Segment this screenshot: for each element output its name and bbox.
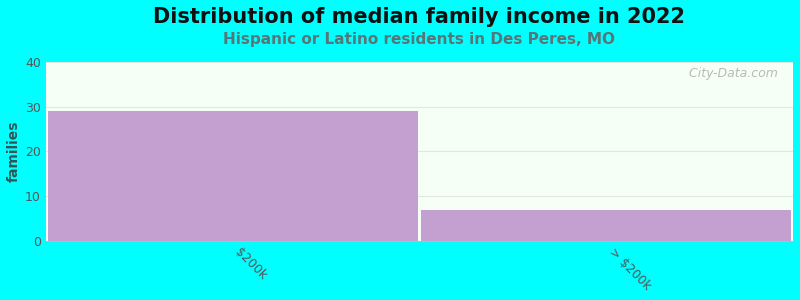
Text: Hispanic or Latino residents in Des Peres, MO: Hispanic or Latino residents in Des Pere… (223, 32, 615, 47)
Bar (48, 111, 418, 241)
Text: City-Data.com: City-Data.com (682, 67, 778, 80)
Title: Distribution of median family income in 2022: Distribution of median family income in … (154, 7, 686, 27)
Y-axis label: families: families (7, 121, 21, 182)
Bar (422, 210, 791, 241)
